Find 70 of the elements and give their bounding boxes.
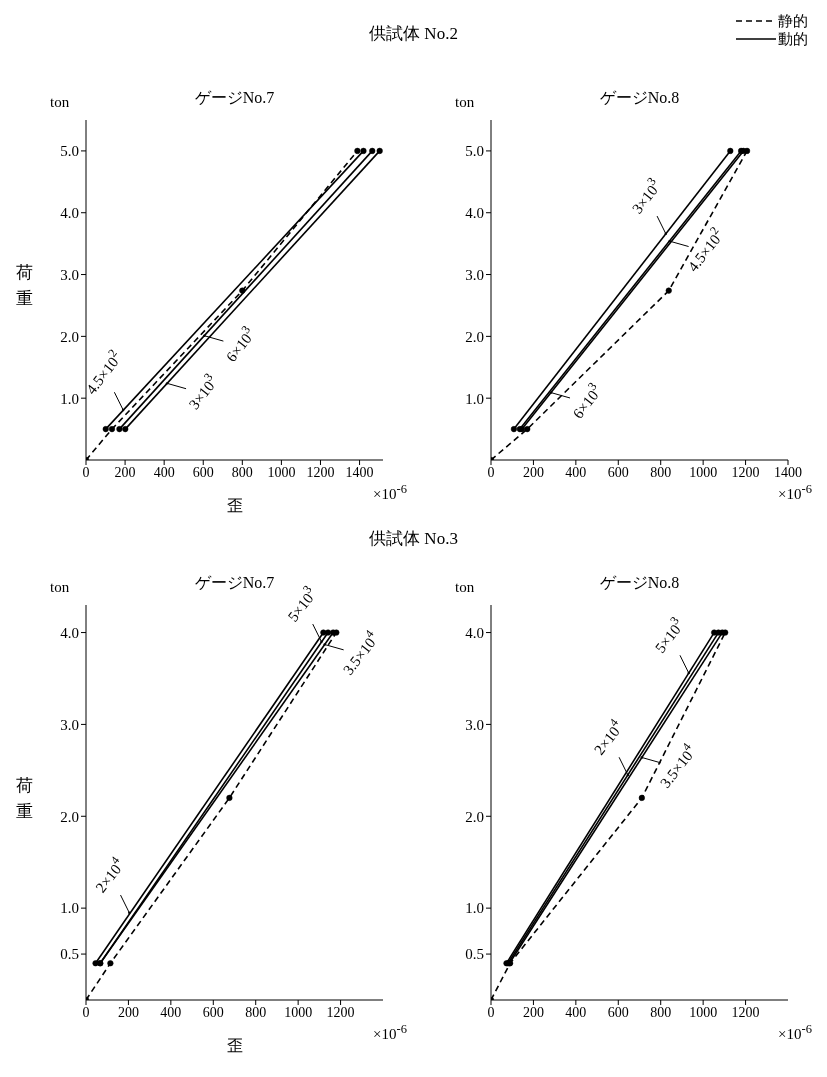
text: ×10$^{-6}$: [778, 1022, 812, 1043]
x-axis-title: 歪: [226, 1037, 243, 1054]
y-tick-label: 3.0: [60, 266, 79, 283]
text: ton: [50, 94, 70, 111]
x-tick-label: 400: [160, 1004, 182, 1020]
x-tick-label: 800: [650, 1004, 672, 1020]
x-tick-label: 600: [202, 1004, 224, 1020]
x-tick-label: 200: [114, 464, 136, 480]
text: ton: [455, 94, 475, 111]
x-tick-label: 400: [153, 464, 175, 480]
y-tick-label: 0.5: [465, 946, 484, 963]
x-tick-label: 600: [607, 464, 629, 480]
y-axis-title: 荷重: [14, 774, 34, 823]
x-tick-label: 600: [192, 464, 214, 480]
x-tick-label: 1400: [345, 464, 374, 480]
chart-subtitle: 供試体 No.2: [369, 24, 458, 43]
x-tick-label: 1200: [306, 464, 335, 480]
y-tick-label: 5.0: [60, 143, 79, 160]
y-tick-label: 1.0: [60, 390, 79, 407]
chart-title: ゲージNo.8: [598, 88, 681, 108]
x-tick-label: 1000: [689, 1004, 718, 1020]
y-tick-label: 3.0: [60, 716, 79, 733]
y-tick-label: 2.0: [465, 328, 484, 345]
y-tick-label: 4.0: [60, 205, 79, 222]
x-tick-label: 0: [82, 464, 90, 480]
x-tick-label: 1200: [326, 1004, 355, 1020]
x-tick-label: 0: [82, 1004, 90, 1020]
y-tick-label: 2.0: [60, 328, 79, 345]
y-tick-label: 3.0: [465, 266, 484, 283]
x-tick-label: 1400: [774, 464, 802, 480]
x-tick-label: 200: [522, 1004, 544, 1020]
y-tick-label: 1.0: [465, 900, 484, 917]
x-tick-label: 1000: [689, 464, 718, 480]
x-tick-label: 800: [650, 464, 672, 480]
y-tick-label: 2.0: [465, 808, 484, 825]
legend-label: 動的: [778, 30, 808, 48]
x-tick-label: 800: [231, 464, 253, 480]
x-tick-label: 400: [565, 464, 587, 480]
y-tick-label: 5.0: [465, 143, 484, 160]
x-tick-label: 200: [522, 464, 544, 480]
chart-title: ゲージNo.8: [598, 573, 681, 593]
text: ×10$^{-6}$: [373, 1022, 407, 1043]
legend-label: 静的: [778, 12, 808, 30]
x-tick-label: 400: [565, 1004, 587, 1020]
x-tick-label: 800: [245, 1004, 267, 1020]
x-tick-label: 600: [607, 1004, 629, 1020]
y-tick-label: 4.0: [60, 624, 79, 641]
y-tick-label: 4.0: [465, 624, 484, 641]
x-tick-label: 1000: [284, 1004, 313, 1020]
y-tick-label: 0.5: [60, 946, 79, 963]
y-tick-label: 1.0: [465, 390, 484, 407]
y-tick-label: 1.0: [60, 900, 79, 917]
x-tick-label: 1200: [731, 1004, 760, 1020]
x-tick-label: 1000: [267, 464, 296, 480]
text: ton: [455, 579, 475, 596]
y-tick-label: 2.0: [60, 808, 79, 825]
chart-title: ゲージNo.7: [194, 574, 275, 591]
text: ton: [50, 579, 70, 596]
x-tick-label: 200: [117, 1004, 139, 1020]
y-tick-label: 4.0: [465, 205, 484, 222]
x-axis-title: 歪: [226, 497, 243, 514]
chart-subtitle: 供試体 No.3: [368, 528, 459, 550]
chart-title: ゲージNo.7: [193, 88, 276, 108]
text: ×10$^{-6}$: [373, 482, 407, 503]
x-tick-label: 0: [487, 1004, 495, 1020]
text: ×10$^{-6}$: [778, 482, 812, 503]
y-tick-label: 3.0: [465, 716, 484, 733]
x-tick-label: 0: [487, 464, 495, 480]
y-axis-title: 荷重: [14, 262, 34, 310]
x-tick-label: 1200: [731, 464, 760, 480]
